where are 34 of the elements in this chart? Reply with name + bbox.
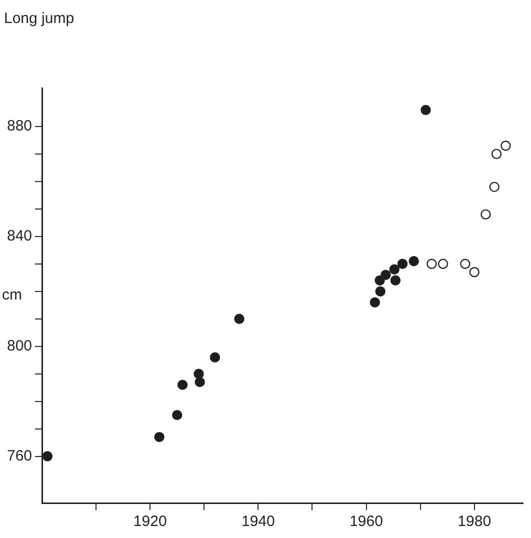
x-tick-label: 1980 xyxy=(458,513,492,530)
point xyxy=(177,380,188,390)
point xyxy=(480,209,491,220)
chart-title: Long jump xyxy=(4,10,74,28)
point xyxy=(408,256,419,266)
point xyxy=(469,267,480,278)
point xyxy=(491,148,502,160)
point xyxy=(390,275,401,286)
point xyxy=(210,352,220,362)
point xyxy=(380,270,391,280)
y-tick-label: 760 xyxy=(6,447,32,464)
point xyxy=(489,182,500,192)
point xyxy=(194,368,204,379)
point xyxy=(172,410,182,420)
point xyxy=(370,297,380,308)
point xyxy=(234,314,244,324)
x-tick-label: 1940 xyxy=(242,513,275,530)
point xyxy=(426,258,437,269)
y-axis-title: cm xyxy=(2,286,22,304)
point xyxy=(375,286,386,296)
y-tick-label: 840 xyxy=(6,228,32,245)
y-tick-label: 800 xyxy=(6,337,32,354)
point xyxy=(397,258,408,269)
point xyxy=(194,376,205,388)
point xyxy=(460,258,470,269)
y-tick-label: 880 xyxy=(6,118,32,135)
point xyxy=(42,451,53,462)
x-tick-label: 1960 xyxy=(350,513,383,530)
point xyxy=(438,258,448,269)
point xyxy=(420,104,431,116)
point xyxy=(154,432,164,442)
point xyxy=(389,264,400,274)
point xyxy=(500,140,511,151)
x-tick-label: 1920 xyxy=(133,513,167,530)
